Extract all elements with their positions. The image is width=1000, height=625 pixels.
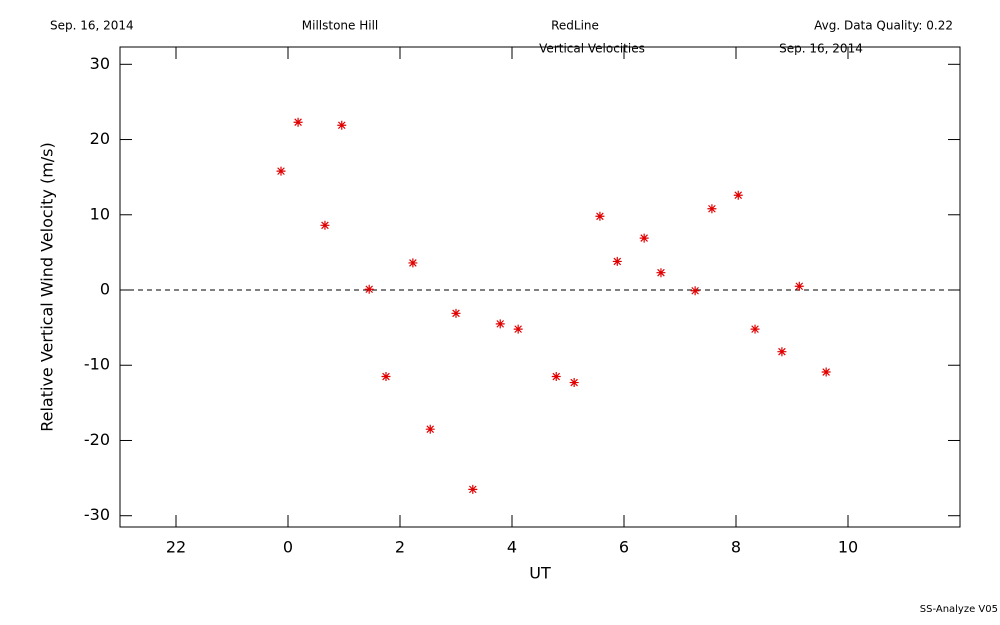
point	[451, 308, 461, 318]
point	[468, 484, 478, 494]
point	[513, 324, 523, 334]
point	[821, 367, 831, 377]
x-tick-label: 10	[838, 538, 858, 557]
footer: SS-Analyze V05	[920, 604, 998, 615]
point	[381, 372, 391, 382]
point	[794, 281, 804, 291]
header-quality: Avg. Data Quality: 0.22	[814, 19, 953, 33]
x-axis-label: UT	[529, 564, 551, 583]
y-tick-label: -20	[84, 430, 110, 449]
x-tick-label: 4	[507, 538, 517, 557]
point	[425, 424, 435, 434]
point	[551, 372, 561, 382]
chart-subtitle: Sep. 16, 2014	[779, 42, 863, 56]
x-tick-label: 6	[619, 538, 629, 557]
x-tick-label: 8	[731, 538, 741, 557]
point	[750, 324, 760, 334]
x-tick-label: 0	[283, 538, 293, 557]
header-date: Sep. 16, 2014	[50, 19, 134, 33]
y-tick-label: -30	[84, 505, 110, 524]
header-site: Millstone Hill	[302, 19, 378, 33]
y-tick-label: 20	[90, 129, 110, 148]
y-axis-label: Relative Vertical Wind Velocity (m/s)	[38, 142, 57, 432]
point	[639, 233, 649, 243]
y-tick-label: 0	[100, 280, 110, 299]
point	[612, 256, 622, 266]
point	[595, 211, 605, 221]
y-tick-label: 30	[90, 54, 110, 73]
point	[408, 258, 418, 268]
point	[293, 117, 303, 127]
point	[777, 347, 787, 357]
point	[569, 378, 579, 388]
point	[495, 319, 505, 329]
point	[364, 284, 374, 294]
plot-frame	[119, 46, 961, 528]
chart-title: Vertical Velocities	[539, 42, 645, 56]
point	[320, 220, 330, 230]
point	[733, 190, 743, 200]
point	[656, 268, 666, 278]
point	[276, 166, 286, 176]
header-line: RedLine	[551, 19, 599, 33]
point	[337, 120, 347, 130]
y-tick-label: 10	[90, 204, 110, 223]
x-tick-label: 22	[166, 538, 186, 557]
point	[690, 286, 700, 296]
x-tick-label: 2	[395, 538, 405, 557]
point	[707, 204, 717, 214]
y-tick-label: -10	[84, 355, 110, 374]
